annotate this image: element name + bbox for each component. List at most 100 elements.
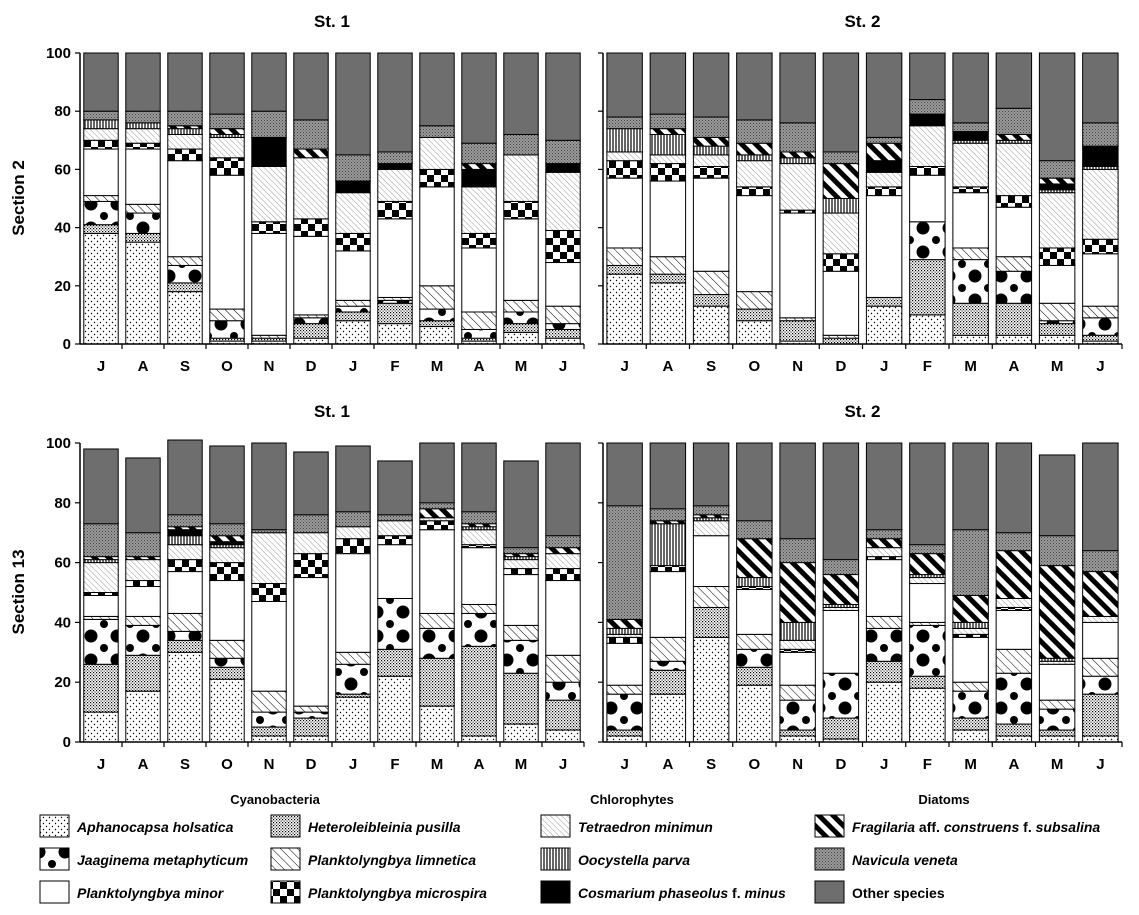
bar-segment xyxy=(952,621,989,629)
bar-segment xyxy=(545,568,581,582)
y-tick-label: 0 xyxy=(63,336,71,353)
bar-segment xyxy=(503,323,539,333)
bar-segment xyxy=(995,256,1033,272)
stacked-bar xyxy=(503,52,539,345)
bar-segment xyxy=(649,163,687,182)
bar-segment xyxy=(251,442,287,531)
bar-segment xyxy=(419,168,455,188)
y-tick-label: 80 xyxy=(54,495,71,512)
bar-segment xyxy=(1038,323,1076,336)
bar-segment xyxy=(209,547,245,564)
bar-segment xyxy=(209,128,245,135)
bar-segment xyxy=(649,508,687,522)
legend-item: Fragilaria aff. construens f. subsalina xyxy=(814,814,1100,838)
x-tick-label: A xyxy=(138,756,149,773)
bar-segment xyxy=(909,165,946,176)
bar-segment xyxy=(1082,675,1119,695)
panel-title: St. 1 xyxy=(314,12,350,31)
bar-segment xyxy=(995,442,1033,534)
bar-segment xyxy=(909,99,946,115)
bar-segment xyxy=(83,119,119,130)
bar-segment xyxy=(909,553,946,576)
bar-segment xyxy=(293,532,329,555)
bar-segment xyxy=(995,597,1033,608)
bar-segment xyxy=(167,612,203,632)
bar-segment xyxy=(503,568,539,576)
bar-segment xyxy=(692,636,730,743)
bar-segment xyxy=(822,212,860,255)
bar-segment xyxy=(995,142,1033,197)
y-tick-label: 40 xyxy=(54,220,71,237)
stacked-bar xyxy=(606,52,643,345)
bar-segment xyxy=(649,52,687,115)
x-tick-label: N xyxy=(264,756,275,773)
bar-segment xyxy=(606,627,643,635)
bar-segment xyxy=(461,311,497,330)
bar-segment xyxy=(822,198,860,214)
bar-segment xyxy=(606,684,643,695)
bar-segment xyxy=(251,110,287,138)
stacked-bar xyxy=(822,52,860,345)
stacked-bar xyxy=(293,52,329,345)
bar-segment xyxy=(209,52,245,115)
bar-segment xyxy=(251,711,287,728)
bar-segment xyxy=(251,52,287,112)
x-tick-label: A xyxy=(1008,756,1019,773)
bar-segment xyxy=(736,633,773,650)
bar-segment xyxy=(606,52,643,118)
x-tick-label: F xyxy=(390,756,399,773)
bar-segment xyxy=(1038,729,1076,737)
y-tick-label: 100 xyxy=(46,435,71,452)
bar-segment xyxy=(419,52,455,127)
bar-segment xyxy=(692,535,730,588)
bar-segment xyxy=(125,241,161,345)
bar-segment xyxy=(822,442,860,561)
bar-segment xyxy=(909,442,946,546)
bar-segment xyxy=(335,311,371,322)
x-tick-label: J xyxy=(880,358,888,375)
bar-segment xyxy=(952,186,989,194)
x-tick-label: J xyxy=(1096,756,1104,773)
legend-item: Jaaginema metaphyticum xyxy=(39,847,248,871)
panel-title: St. 1 xyxy=(314,402,350,421)
bar-segment xyxy=(209,174,245,310)
bar-segment xyxy=(1038,160,1076,179)
bar-segment xyxy=(335,651,371,665)
bar-segment xyxy=(865,547,903,558)
bar-segment xyxy=(909,221,946,261)
stacked-bar xyxy=(83,448,119,743)
bar-segment xyxy=(779,621,816,641)
bar-segment xyxy=(377,460,413,516)
bar-segment xyxy=(419,612,455,629)
bar-segment xyxy=(736,52,773,121)
stacked-bar xyxy=(335,52,371,345)
bar-segment xyxy=(167,514,203,528)
bar-segment xyxy=(503,639,539,674)
bar-segment xyxy=(209,639,245,659)
bar-segment xyxy=(606,729,643,737)
bar-segment xyxy=(995,52,1033,109)
bar-segment xyxy=(83,711,119,743)
bar-segment xyxy=(952,594,989,623)
bar-segment xyxy=(209,535,245,543)
x-tick-label: S xyxy=(180,756,190,773)
stacked-bar xyxy=(377,52,413,345)
bar-segment xyxy=(1038,177,1076,185)
bar-segment xyxy=(909,675,946,689)
bar-segment xyxy=(1082,317,1119,336)
bar-segment xyxy=(1082,238,1119,255)
bar-segment xyxy=(335,232,371,252)
bar-segment xyxy=(545,305,581,325)
bar-segment xyxy=(377,151,413,165)
x-tick-label: J xyxy=(97,358,105,375)
stacked-bar xyxy=(952,442,989,743)
y-tick-label: 20 xyxy=(54,278,71,295)
bar-segment xyxy=(503,331,539,345)
stacked-bar xyxy=(461,52,497,345)
legend-item: Planktolyngbya minor xyxy=(39,880,225,904)
bar-segment xyxy=(125,690,161,743)
bar-segment xyxy=(293,119,329,150)
bar-segment xyxy=(952,131,989,141)
x-tick-label: J xyxy=(620,756,628,773)
x-tick-label: M xyxy=(431,358,444,375)
